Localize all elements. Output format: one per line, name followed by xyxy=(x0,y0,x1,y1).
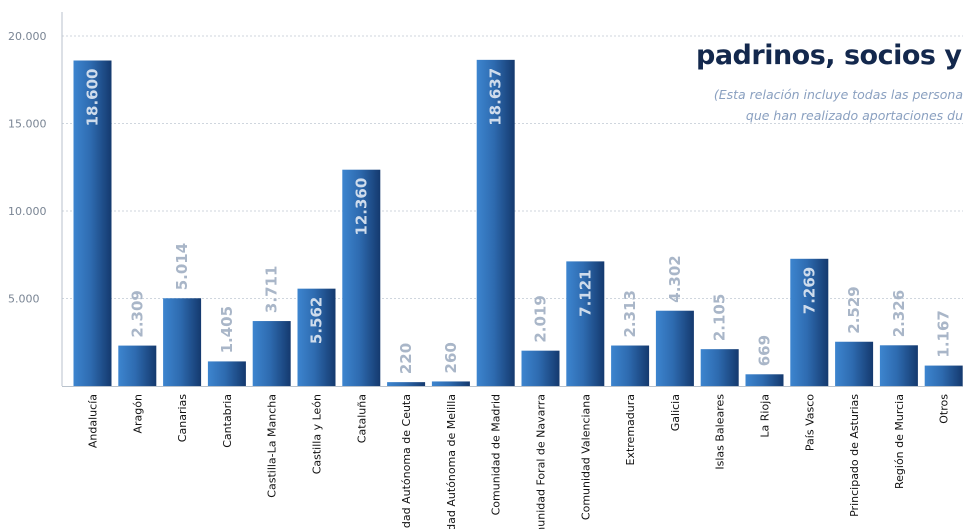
data-label: 2.313 xyxy=(621,290,639,337)
x-tick-label: Región de Murcia xyxy=(893,394,906,489)
bar xyxy=(879,345,918,386)
bar xyxy=(476,59,515,386)
data-label: 1.405 xyxy=(218,306,236,353)
bar xyxy=(655,310,694,386)
chart-title: padrinos, socios y c xyxy=(696,40,963,71)
bar xyxy=(207,361,246,386)
bar xyxy=(73,60,112,386)
x-tick-label: Principado de Asturias xyxy=(848,394,861,517)
y-axis: 5.000 10.000 15.000 20.000 xyxy=(8,12,963,387)
x-tick-label: Islas Baleares xyxy=(714,394,727,470)
data-label: 2.105 xyxy=(711,294,729,341)
bar xyxy=(342,169,381,386)
bar xyxy=(745,374,784,386)
bar xyxy=(387,382,426,386)
y-tick-label: 10.000 xyxy=(8,205,47,218)
bar xyxy=(252,321,291,386)
x-tick-label: Aragón xyxy=(131,394,144,434)
x-tick-label: Cataluña xyxy=(355,394,368,443)
y-tick-label: 5.000 xyxy=(8,293,40,306)
data-label: 18.637 xyxy=(487,68,505,126)
y-tick-label: 15.000 xyxy=(8,118,47,131)
bar xyxy=(163,298,202,386)
x-tick-label: Ciudad Autónoma de Ceuta xyxy=(400,394,413,529)
data-label: 7.121 xyxy=(576,269,594,316)
bar xyxy=(790,258,829,386)
chart-subtitle-line-2: que han realizado aportaciones du xyxy=(745,108,963,123)
x-tick-label: Extremadura xyxy=(624,394,637,466)
data-label: 7.269 xyxy=(800,267,818,314)
bar xyxy=(835,341,874,386)
x-tick-label: Andalucía xyxy=(87,394,100,448)
x-tick-label: Comunidad Foral de Navarra xyxy=(535,394,548,529)
bar xyxy=(700,349,739,386)
x-tick-label: Galicia xyxy=(669,394,682,431)
x-tick-label: Cantabria xyxy=(221,394,234,448)
data-label: 220 xyxy=(397,343,415,374)
bar xyxy=(566,261,605,386)
x-tick-label: Ciudad Autónoma de Melilla xyxy=(445,394,458,529)
data-label: 18.600 xyxy=(84,69,102,127)
data-label: 2.326 xyxy=(890,290,908,337)
data-label: 5.562 xyxy=(308,297,326,344)
x-tick-label: La Rioja xyxy=(759,394,772,438)
x-axis-labels: Andalucía Aragón Canarias Cantabria Castilla… xyxy=(87,394,951,529)
x-tick-label: Canarias xyxy=(176,394,189,442)
bar xyxy=(118,345,157,386)
data-label: 669 xyxy=(756,335,774,366)
data-label: 1.167 xyxy=(935,310,953,357)
data-label: 5.014 xyxy=(173,243,191,290)
bar xyxy=(297,288,336,386)
x-tick-label: Otros xyxy=(938,394,951,424)
bar xyxy=(431,381,470,386)
data-label: 2.529 xyxy=(845,286,863,333)
x-tick-label: Castilla y León xyxy=(311,394,324,474)
x-tick-label: País Vasco xyxy=(803,394,816,451)
data-label: 2.019 xyxy=(532,295,550,342)
x-tick-label: Castilla-La Mancha xyxy=(266,394,279,498)
bars: 18.600 2.309 5.014 1.405 3.711 5.562 12.360 220… xyxy=(73,59,963,386)
data-label: 3.711 xyxy=(263,266,281,313)
data-label: 4.302 xyxy=(666,255,684,302)
data-label: 12.360 xyxy=(352,178,370,236)
data-label: 2.309 xyxy=(128,290,146,337)
bar xyxy=(924,365,963,386)
x-tick-label: Comunidad de Madrid xyxy=(490,394,503,515)
x-tick-label: Comunidad Valenciana xyxy=(579,394,592,520)
data-label: 260 xyxy=(442,342,460,373)
bar xyxy=(521,350,560,386)
y-tick-label: 20.000 xyxy=(8,30,47,43)
chart-subtitle-line-1: (Esta relación incluye todas las persona xyxy=(713,87,963,102)
bar xyxy=(611,345,650,386)
